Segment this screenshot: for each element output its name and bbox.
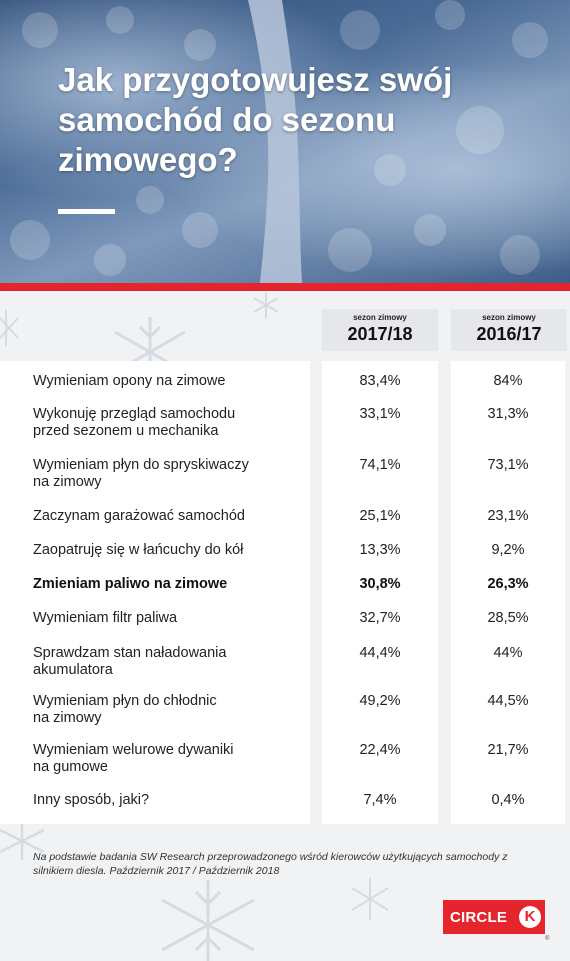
row-label: Wymieniam welurowe dywaniki na gumowe bbox=[33, 742, 234, 775]
snowflake-icon bbox=[253, 292, 279, 318]
column-season: 2016/17 bbox=[476, 324, 542, 344]
labels-panel bbox=[0, 361, 310, 824]
value-2016: 23,1% bbox=[487, 508, 529, 524]
snowflake-icon bbox=[161, 880, 255, 961]
value-2016: 31,3% bbox=[487, 406, 529, 422]
value-2016: 84% bbox=[493, 373, 523, 389]
snowflake-icon bbox=[351, 878, 389, 920]
snowflake-icon bbox=[0, 820, 45, 860]
column-caption: sezon zimowy bbox=[353, 313, 407, 322]
accent-divider bbox=[0, 283, 570, 291]
value-2017: 7,4% bbox=[363, 792, 397, 808]
title-underline bbox=[58, 209, 115, 214]
row-label: Wykonuję przegląd samochodu przed sezonem… bbox=[33, 406, 236, 439]
row-label: Zaczynam garażować samochód bbox=[33, 508, 245, 524]
value-2016: 44,5% bbox=[487, 693, 529, 709]
value-2017: 25,1% bbox=[359, 508, 401, 524]
value-2016: 28,5% bbox=[487, 610, 529, 626]
value-2016: 73,1% bbox=[487, 457, 529, 473]
row-label: Wymieniam opony na zimowe bbox=[33, 373, 226, 389]
hero-banner: Jak przygotowujesz swój samochód do sezo… bbox=[0, 0, 570, 283]
value-2017: 13,3% bbox=[359, 542, 401, 558]
value-2017: 83,4% bbox=[359, 373, 401, 389]
row-label: Wymieniam filtr paliwa bbox=[33, 610, 178, 626]
column-caption: sezon zimowy bbox=[482, 313, 536, 322]
registered-mark: ® bbox=[545, 936, 550, 942]
value-2017: 32,7% bbox=[359, 610, 401, 626]
value-2016: 0,4% bbox=[491, 792, 525, 808]
logo-text: CIRCLE bbox=[450, 909, 508, 926]
value-2017: 30,8% bbox=[359, 576, 401, 592]
value-2016: 9,2% bbox=[491, 542, 525, 558]
row-label: Wymieniam płyn do chłodnic na zimowy bbox=[33, 693, 217, 726]
circle-k-logo: CIRCLE K bbox=[443, 900, 545, 934]
value-2017: 33,1% bbox=[359, 406, 401, 422]
column-header-2017: sezon zimowy 2017/18 bbox=[322, 309, 438, 351]
values-panel-2016 bbox=[451, 361, 565, 824]
row-label: Inny sposób, jaki? bbox=[33, 792, 150, 808]
row-label: Wymieniam płyn do spryskiwaczy na zimowy bbox=[33, 457, 249, 490]
page-title: Jak przygotowujesz swój samochód do sezo… bbox=[58, 61, 453, 178]
value-2017: 74,1% bbox=[359, 457, 401, 473]
row-label: Zaopatruję się w łańcuchy do kół bbox=[33, 542, 244, 558]
forest-road-image bbox=[10, 0, 548, 283]
value-2017: 44,4% bbox=[359, 645, 401, 661]
value-2016: 21,7% bbox=[487, 742, 529, 758]
logo-mark: K bbox=[519, 906, 541, 928]
column-header-2016: sezon zimowy 2016/17 bbox=[451, 309, 567, 351]
value-2016: 44% bbox=[493, 645, 523, 661]
value-2016: 26,3% bbox=[487, 576, 529, 592]
value-2017: 22,4% bbox=[359, 742, 401, 758]
values-panel-2017 bbox=[322, 361, 438, 824]
row-label: Zmieniam paliwo na zimowe bbox=[33, 576, 228, 592]
column-season: 2017/18 bbox=[347, 324, 413, 344]
value-2017: 49,2% bbox=[359, 693, 401, 709]
snowflake-icon bbox=[0, 310, 19, 346]
footnote: Na podstawie badania SW Research przepro… bbox=[33, 851, 508, 877]
row-label: Sprawdzam stan naładowania akumulatora bbox=[33, 645, 227, 678]
